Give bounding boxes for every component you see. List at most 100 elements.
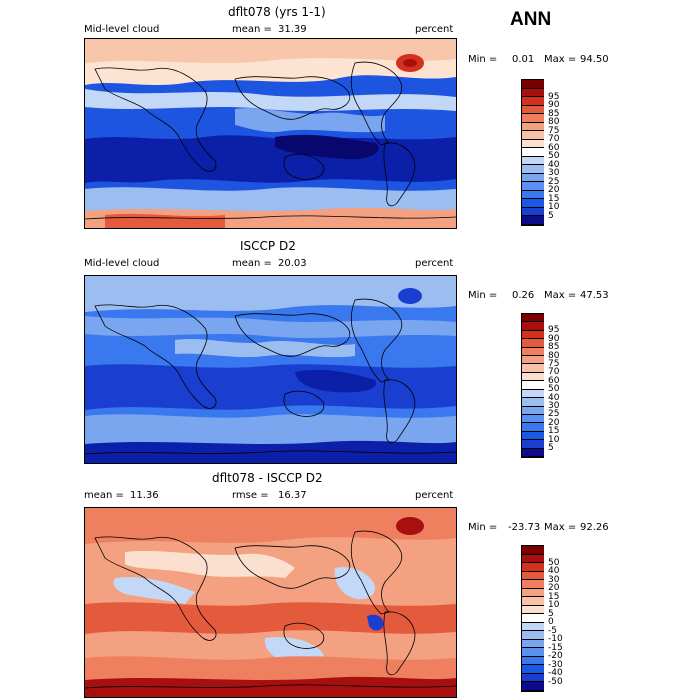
map-2-coast-australia: [283, 390, 325, 417]
map-2-greenland-low: [398, 288, 422, 304]
panel-2-map: [84, 275, 457, 464]
panel-1-mean-value: 31.39: [278, 24, 307, 35]
colorbar-box: [522, 571, 544, 581]
colorbar-box: [522, 97, 544, 106]
map-3-coast-australia: [283, 622, 325, 649]
colorbar-box: [522, 673, 544, 683]
colorbar-box: [522, 122, 544, 132]
panel-2-min-label: Min =: [468, 290, 498, 301]
panel-1-min-label: Min =: [468, 54, 498, 65]
panel-1-max-value: 94.50: [580, 54, 609, 65]
colorbar-box: [522, 165, 544, 174]
map-3-midlat-light: [125, 551, 295, 578]
colorbar-tick-label: 20: [548, 417, 560, 428]
map-3-coast-antarctica: [85, 684, 456, 689]
colorbar-box: [522, 622, 544, 632]
colorbar-tick-label: 85: [548, 108, 560, 119]
map-1-midlat-band: [85, 89, 456, 111]
colorbar-tick-label: -5: [548, 625, 557, 636]
panel-2-max-value: 47.53: [580, 290, 609, 301]
colorbar-box: [522, 216, 544, 225]
map-1-pacific-minimum: [275, 134, 379, 160]
panel-2-min-value: 0.26: [512, 290, 535, 301]
colorbar-tick-label: 25: [548, 176, 560, 187]
colorbar-box: [522, 398, 544, 407]
map-1-coast-antarctica: [85, 215, 456, 220]
colorbar-box: [522, 639, 544, 649]
colorbar-box: [522, 381, 544, 390]
map-1-coast-asia: [234, 76, 351, 120]
map-3-neg-min: [367, 614, 384, 631]
colorbar-tick-label: 40: [548, 159, 560, 170]
colorbar-box: [522, 80, 544, 89]
map-2-coast-africa-eurasia: [94, 304, 217, 409]
colorbar-tick-label: 60: [548, 375, 560, 386]
map-1-coast-australia: [283, 153, 325, 180]
map-2-southern-band: [85, 414, 456, 444]
colorbar-tick-label: -20: [548, 651, 563, 662]
panel-3-min-label: Min =: [468, 522, 498, 533]
colorbar-tick-label: 10: [548, 434, 560, 445]
colorbar-box: [522, 372, 544, 382]
panel-3-rmse-label: rmse =: [232, 490, 269, 501]
colorbar-tick-label: 0: [548, 617, 554, 628]
colorbar-tick-label: 40: [548, 392, 560, 403]
map-3-greenland-high: [396, 517, 424, 535]
map-2-arctic: [85, 276, 456, 312]
map-1-coast-north-america: [350, 61, 403, 146]
colorbar-box: [522, 605, 544, 615]
colorbar-tick-label: 30: [548, 574, 560, 585]
map-3-neg-patch-a: [113, 577, 195, 604]
colorbar-tick-label: 5: [548, 210, 554, 221]
panel-1-title: dflt078 (yrs 1-1): [228, 5, 326, 19]
colorbar-tick-label: 50: [548, 151, 560, 162]
panel-2-map-svg: [85, 276, 456, 463]
colorbar-box: [522, 314, 544, 323]
colorbar-box: [522, 173, 544, 183]
colorbar-box: [522, 431, 544, 441]
map-1-southern-band: [85, 187, 456, 211]
colorbar-box: [522, 614, 544, 623]
map-3-coast-asia: [234, 545, 351, 589]
colorbar-box: [522, 554, 544, 564]
panel-1-colorbar: 5 10 15 20 25 30 40 50 60 70 75 80 85 90 95: [521, 79, 559, 226]
map-2-coastlines: [85, 298, 456, 455]
colorbar-tick-label: 10: [548, 202, 560, 213]
map-3-neg-patch-b: [334, 567, 376, 600]
panel-3-max-label: Max =: [544, 522, 577, 533]
panel-3-mean-value: 11.36: [130, 490, 159, 501]
panel-1-units: percent: [415, 24, 454, 35]
colorbar-tick-label: -15: [548, 642, 563, 653]
map-3-coast-south-america: [383, 611, 416, 676]
colorbar-tick-label: 20: [548, 185, 560, 196]
panel-1-map-svg: [85, 39, 456, 228]
map-2-midlat-band: [85, 316, 456, 338]
colorbar-box: [522, 182, 544, 191]
colorbar-tick-label: 85: [548, 342, 560, 353]
colorbar-tick-label: 15: [548, 193, 560, 204]
colorbar-tick-label: 80: [548, 350, 560, 361]
colorbar-box: [522, 339, 544, 348]
map-1-arctic-high: [85, 39, 456, 63]
colorbar-box: [522, 131, 544, 140]
colorbar-tick-label: -40: [548, 668, 563, 679]
map-1-subtropics-dark: [85, 135, 456, 183]
colorbar-box: [522, 207, 544, 217]
colorbar-box: [522, 580, 544, 589]
map-1-coastlines: [85, 61, 456, 220]
colorbar-box: [522, 139, 544, 149]
panel-3-colorbar: -50 -40 -30 -20 -15 -10 -5 0 5 10 15 20 30 40 50: [521, 545, 563, 692]
colorbar-box: [522, 656, 544, 666]
colorbar-tick-label: 60: [548, 142, 560, 153]
colorbar-box: [522, 105, 544, 115]
colorbar-box: [522, 364, 544, 373]
colorbar-tick-label: -50: [548, 676, 563, 687]
colorbar-box: [522, 631, 544, 640]
colorbar-box: [522, 199, 544, 208]
colorbar-box: [522, 148, 544, 157]
panel-2-units: percent: [415, 258, 454, 269]
map-3-antarctic: [85, 676, 456, 697]
colorbar-tick-label: 70: [548, 134, 560, 145]
colorbar-tick-label: -10: [548, 634, 563, 645]
colorbar-box: [522, 563, 544, 572]
